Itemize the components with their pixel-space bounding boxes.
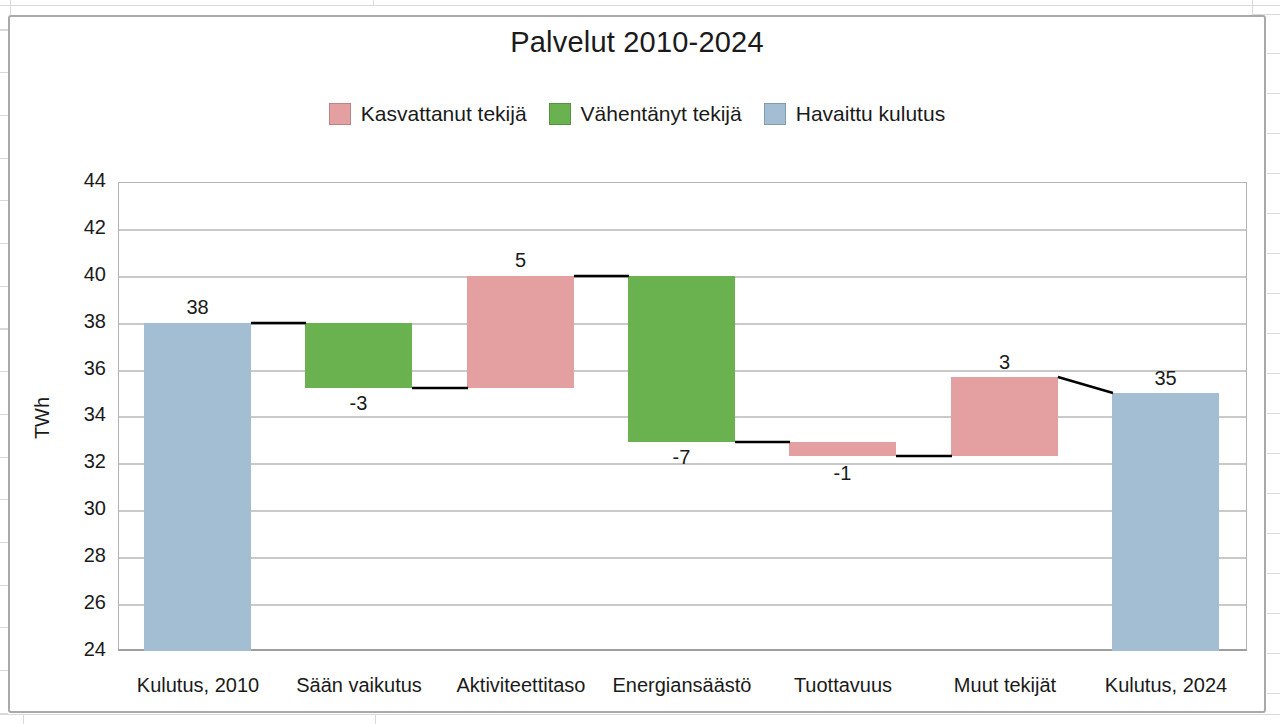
x-label-energiansaasto: Energiansäästö <box>601 674 763 697</box>
legend-label: Kasvattanut tekijä <box>361 102 527 126</box>
legend-item-vahentanyt[interactable]: Vähentänyt tekijä <box>549 102 742 126</box>
worksheet-row-lines-right <box>1267 14 1280 714</box>
y-tick-40: 40 <box>34 263 106 286</box>
chart-legend: Kasvattanut tekijä Vähentänyt tekijä Hav… <box>8 102 1266 126</box>
gridline-42 <box>119 229 1246 231</box>
y-tick-24: 24 <box>34 638 106 661</box>
y-tick-38: 38 <box>34 310 106 333</box>
value-label-energiansaasto: -7 <box>628 446 735 469</box>
y-tick-32: 32 <box>34 450 106 473</box>
worksheet-row-lines-left <box>0 0 8 724</box>
bar-energiansaasto[interactable] <box>628 276 735 442</box>
bar-kulutus-2010[interactable] <box>144 323 251 651</box>
value-label-aktiviteettitaso: 5 <box>467 249 574 272</box>
x-label-muut-tekijat: Muut tekijät <box>924 674 1086 697</box>
y-tick-30: 30 <box>34 497 106 520</box>
legend-swatch-blue <box>764 103 786 125</box>
bar-muut-tekijat[interactable] <box>951 377 1058 456</box>
x-label-kulutus-2024: Kulutus, 2024 <box>1085 674 1247 697</box>
value-label-tuottavuus: -1 <box>789 462 896 485</box>
worksheet-gridline <box>0 714 1280 715</box>
y-tick-42: 42 <box>34 216 106 239</box>
spreadsheet-canvas: Palvelut 2010-2024 Kasvattanut tekijä Vä… <box>0 0 1280 724</box>
bar-saan-vaikutus[interactable] <box>305 323 412 388</box>
value-label-muut-tekijat: 3 <box>951 351 1058 374</box>
gridline-30 <box>119 510 1246 512</box>
legend-item-havaittu[interactable]: Havaittu kulutus <box>764 102 945 126</box>
worksheet-gridline <box>10 0 11 15</box>
legend-swatch-green <box>549 103 571 125</box>
legend-label: Vähentänyt tekijä <box>581 102 742 126</box>
legend-item-kasvattanut[interactable]: Kasvattanut tekijä <box>329 102 527 126</box>
legend-swatch-pink <box>329 103 351 125</box>
gridline-26 <box>119 604 1246 606</box>
worksheet-gridline <box>23 714 24 724</box>
y-tick-34: 34 <box>34 403 106 426</box>
worksheet-gridline <box>373 0 374 5</box>
worksheet-gridline <box>375 714 376 724</box>
x-label-tuottavuus: Tuottavuus <box>762 674 924 697</box>
x-label-saan-vaikutus: Sään vaikutus <box>278 674 440 697</box>
gridline-28 <box>119 557 1246 559</box>
chart-title[interactable]: Palvelut 2010-2024 <box>8 26 1266 59</box>
value-label-saan-vaikutus: -3 <box>305 392 412 415</box>
x-label-kulutus-2010: Kulutus, 2010 <box>117 674 279 697</box>
bar-kulutus-2024[interactable] <box>1112 393 1219 651</box>
value-label-kulutus-2024: 35 <box>1112 367 1219 390</box>
legend-label: Havaittu kulutus <box>796 102 945 126</box>
bar-aktiviteettitaso[interactable] <box>467 276 574 388</box>
x-label-aktiviteettitaso: Aktiviteettitaso <box>440 674 602 697</box>
bar-tuottavuus[interactable] <box>789 442 896 456</box>
y-tick-28: 28 <box>34 544 106 567</box>
worksheet-gridline <box>1252 0 1253 14</box>
y-tick-44: 44 <box>34 169 106 192</box>
value-label-kulutus-2010: 38 <box>144 296 251 319</box>
worksheet-gridline <box>0 5 1280 6</box>
y-tick-26: 26 <box>34 591 106 614</box>
y-tick-36: 36 <box>34 357 106 380</box>
